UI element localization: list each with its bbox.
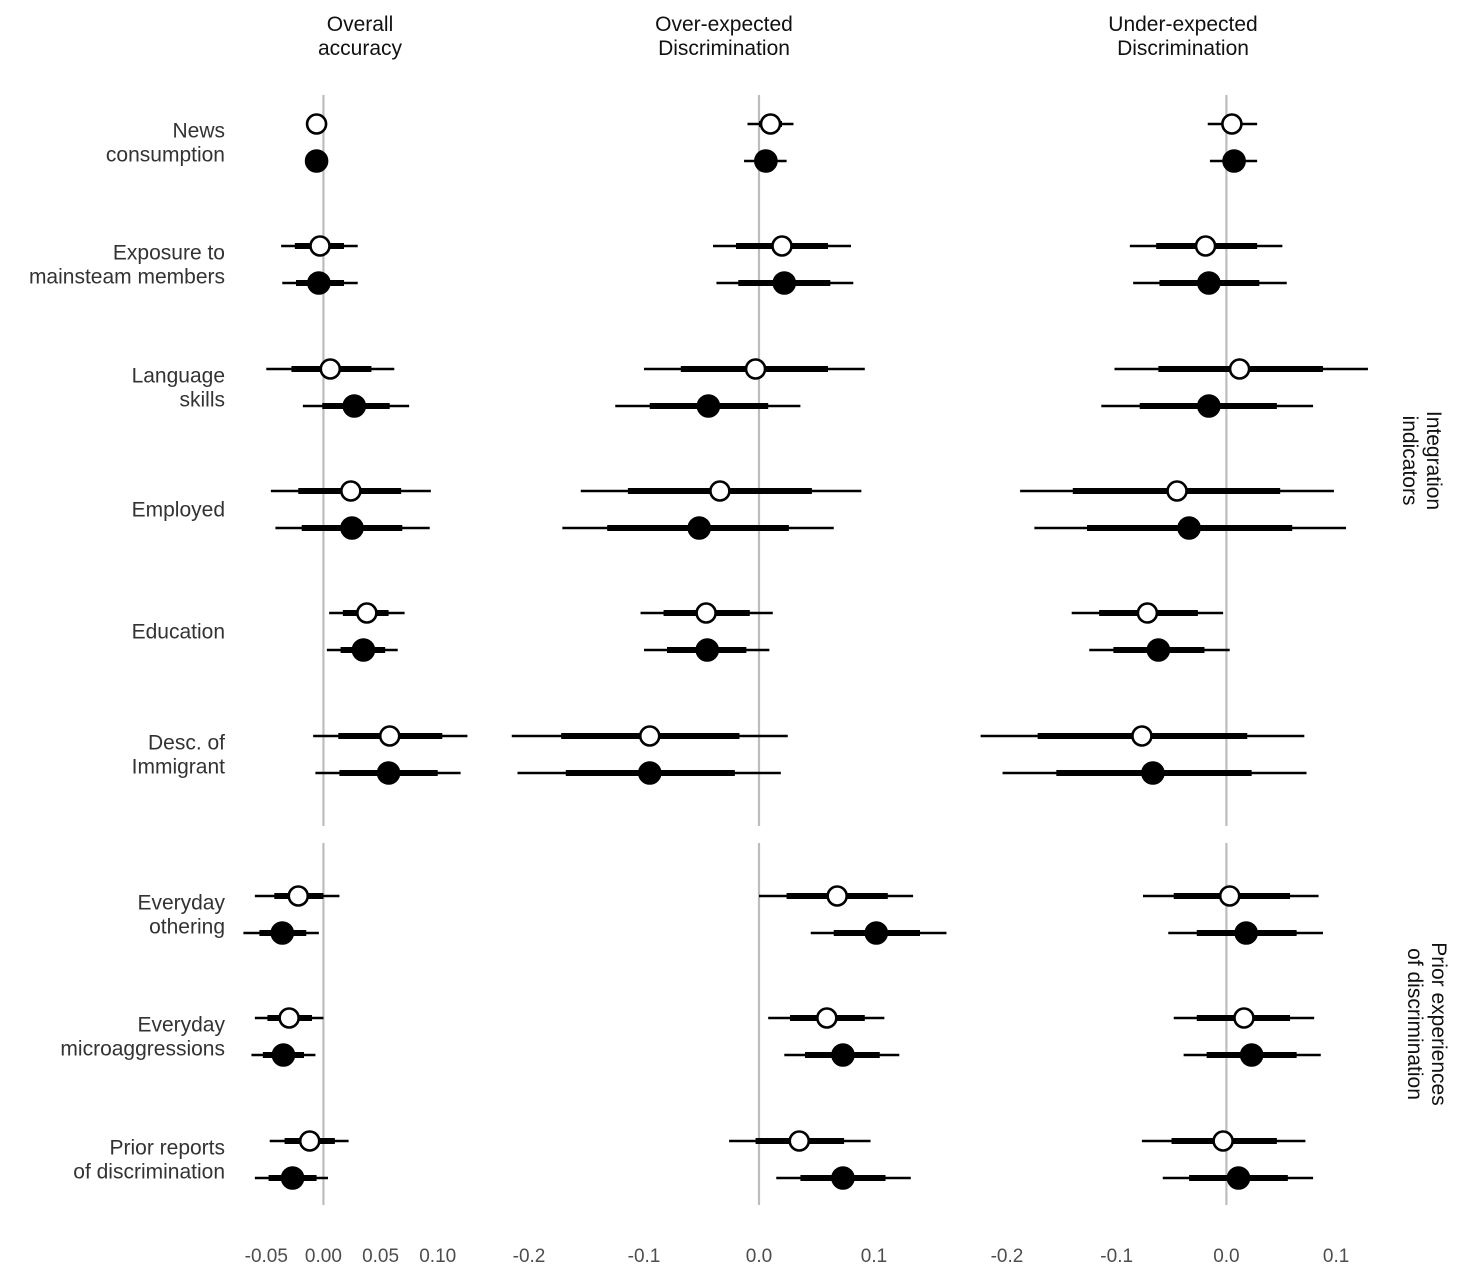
point-r1-p2-s0 xyxy=(1194,235,1217,257)
row-label-0-line-1: consumption xyxy=(106,144,225,167)
panel-title-2-line-0: Under-expected xyxy=(1108,13,1257,36)
point-r5-p1-s0 xyxy=(638,725,661,747)
point-r8-p2-s0 xyxy=(1212,1130,1234,1152)
point-r6-p1-s1 xyxy=(864,921,889,945)
point-r4-p1-s0 xyxy=(695,602,717,624)
point-r2-p2-s0 xyxy=(1228,358,1251,380)
point-r7-p1-s0 xyxy=(816,1007,838,1029)
row-label-0-line-0: News xyxy=(172,120,225,143)
point-r0-p0-s1 xyxy=(304,149,329,173)
point-r6-p2-s0 xyxy=(1218,885,1241,907)
point-r1-p1-s1 xyxy=(772,271,797,295)
row-label-1-line-1: mainsteam members xyxy=(29,266,225,289)
facet-label-0-line-1: indicators xyxy=(1398,416,1421,506)
point-r5-p2-s0 xyxy=(1131,725,1153,747)
point-r5-p2-s1 xyxy=(1141,761,1165,785)
point-r3-p0-s1 xyxy=(340,516,364,540)
row-label-5-line-0: Desc. of xyxy=(148,732,225,755)
point-r1-p0-s1 xyxy=(307,271,331,295)
point-r3-p0-s0 xyxy=(340,480,362,502)
point-r8-p0-s1 xyxy=(280,1166,305,1190)
point-r2-p2-s1 xyxy=(1197,394,1221,418)
tick-label-p2-2: 0.0 xyxy=(1213,1246,1239,1267)
tick-label-p2-1: -0.1 xyxy=(1100,1246,1133,1267)
tick-label-p2-0: -0.2 xyxy=(991,1246,1024,1267)
row-label-3-line-0: Employed xyxy=(132,499,225,522)
point-r2-p0-s1 xyxy=(342,394,367,418)
point-r0-p1-s1 xyxy=(754,149,778,173)
tick-label-p1-0: -0.2 xyxy=(513,1246,546,1267)
point-r8-p1-s0 xyxy=(788,1130,811,1152)
facet-label-1-line-0: Prior experiences xyxy=(1427,942,1450,1105)
point-r2-p1-s1 xyxy=(696,394,721,418)
point-r0-p2-s1 xyxy=(1222,149,1246,173)
point-r2-p0-s0 xyxy=(319,358,342,380)
panel-title-2-line-1: Discrimination xyxy=(1117,37,1249,60)
row-label-2-line-0: Language xyxy=(132,365,225,388)
row-label-8-line-1: of discrimination xyxy=(73,1161,225,1184)
panel-title-1-line-1: Discrimination xyxy=(658,37,790,60)
point-r0-p0-s0 xyxy=(305,113,328,135)
point-r4-p0-s1 xyxy=(351,638,376,662)
point-r7-p1-s1 xyxy=(831,1043,855,1067)
tick-label-p1-1: -0.1 xyxy=(628,1246,661,1267)
tick-label-p1-3: 0.1 xyxy=(861,1246,887,1267)
point-r4-p2-s1 xyxy=(1146,638,1171,662)
point-r7-p0-s1 xyxy=(271,1043,296,1067)
point-r8-p2-s1 xyxy=(1226,1166,1251,1190)
panel-title-0-line-1: accuracy xyxy=(318,37,403,60)
row-label-6-line-1: othering xyxy=(149,916,225,939)
tick-label-p1-2: 0.0 xyxy=(746,1246,772,1267)
estimate-marks xyxy=(243,113,1368,1190)
tick-label-p0-0: -0.05 xyxy=(245,1246,288,1267)
point-r5-p1-s1 xyxy=(637,761,662,785)
point-r6-p2-s1 xyxy=(1234,921,1258,945)
facet-label-1-line-1: of discrimination xyxy=(1403,948,1426,1100)
point-r4-p1-s1 xyxy=(695,638,720,662)
point-r0-p2-s0 xyxy=(1221,113,1243,135)
point-r3-p1-s1 xyxy=(687,516,712,540)
point-r7-p0-s0 xyxy=(278,1007,300,1029)
point-r3-p2-s1 xyxy=(1177,516,1201,540)
point-r6-p0-s0 xyxy=(287,885,310,907)
tick-label-p0-2: 0.05 xyxy=(362,1246,399,1267)
point-r1-p1-s0 xyxy=(771,235,793,257)
row-label-1-line-0: Exposure to xyxy=(113,242,225,265)
row-label-6-line-0: Everyday xyxy=(137,892,225,915)
row-label-5-line-1: Immigrant xyxy=(132,756,226,779)
point-r1-p2-s1 xyxy=(1197,271,1221,295)
tick-label-p2-3: 0.1 xyxy=(1323,1246,1349,1267)
point-r8-p0-s0 xyxy=(298,1130,321,1152)
row-label-2-line-1: skills xyxy=(180,389,226,412)
panel-title-1-line-0: Over-expected xyxy=(655,13,793,36)
chart-text: OverallaccuracyOver-expectedDiscriminati… xyxy=(29,13,1450,1267)
row-label-7-line-0: Everyday xyxy=(137,1014,225,1037)
point-r7-p2-s0 xyxy=(1233,1007,1255,1029)
point-r7-p2-s1 xyxy=(1239,1043,1264,1067)
point-r0-p1-s0 xyxy=(759,113,782,135)
tick-label-p0-3: 0.10 xyxy=(419,1246,456,1267)
point-r2-p1-s0 xyxy=(744,358,767,380)
facet-label-0-line-0: Integration xyxy=(1422,411,1445,510)
point-r5-p0-s1 xyxy=(376,761,401,785)
point-r4-p2-s0 xyxy=(1136,602,1159,624)
point-r6-p1-s0 xyxy=(826,885,849,907)
point-r8-p1-s1 xyxy=(831,1166,855,1190)
point-r4-p0-s0 xyxy=(356,602,378,624)
point-r6-p0-s1 xyxy=(270,921,295,945)
row-label-8-line-0: Prior reports xyxy=(109,1137,225,1160)
point-r1-p0-s0 xyxy=(309,235,331,257)
point-r3-p2-s0 xyxy=(1166,480,1188,502)
row-label-4-line-0: Education xyxy=(132,621,225,644)
tick-label-p0-1: 0.00 xyxy=(305,1246,342,1267)
panel-title-0-line-0: Overall xyxy=(327,13,394,36)
point-r5-p0-s0 xyxy=(378,725,401,747)
row-label-7-line-1: microaggressions xyxy=(60,1038,225,1061)
point-r3-p1-s0 xyxy=(709,480,731,502)
